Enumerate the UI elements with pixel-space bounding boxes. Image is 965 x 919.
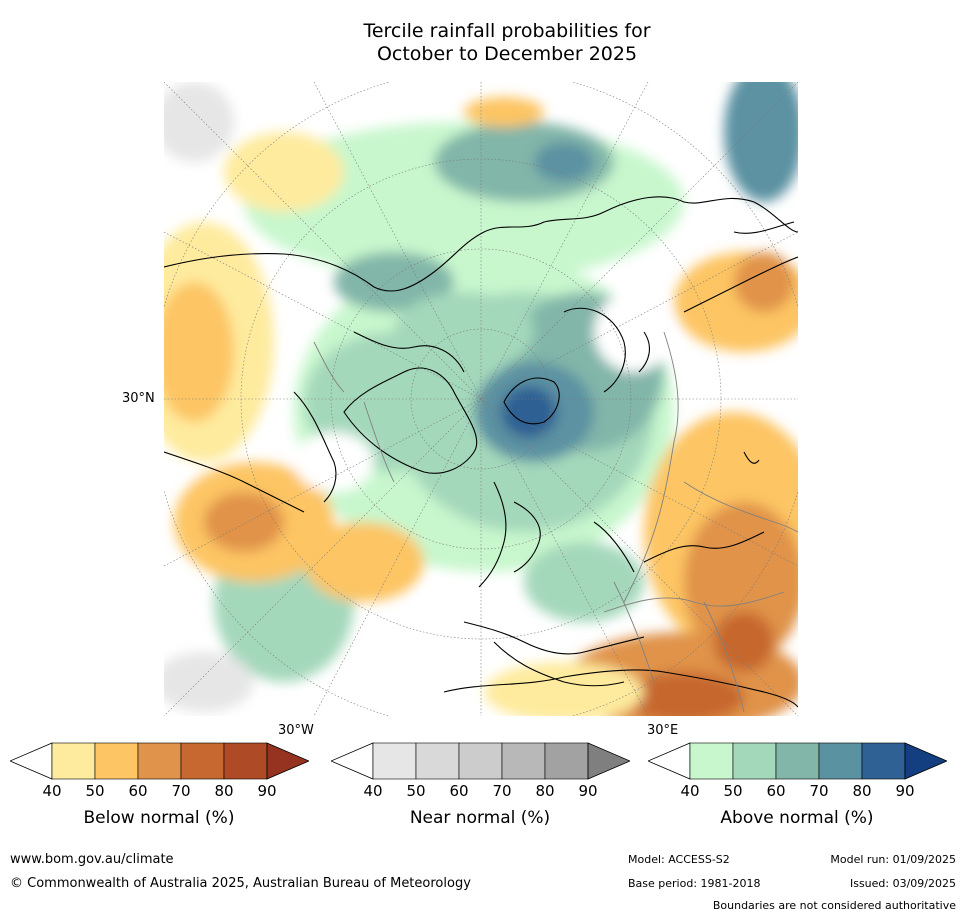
- near-normal-swatch-1: [372, 742, 417, 780]
- map-svg: [164, 82, 798, 716]
- below-normal-tick-label: 90: [257, 782, 277, 800]
- latitude-label-30n: 30°N: [122, 391, 155, 406]
- below-normal-swatch-2: [94, 742, 139, 780]
- website-link[interactable]: www.bom.gov.au/climate: [10, 852, 174, 867]
- below-normal-label: Below normal (%): [83, 808, 235, 828]
- near-normal-colorbar-svg: [331, 742, 630, 780]
- near-normal-overflow-swatch: [587, 742, 630, 780]
- above-normal-swatch-4: [818, 742, 863, 780]
- above-normal-tick-label: 50: [723, 782, 743, 800]
- below-normal-tick-label: 60: [128, 782, 148, 800]
- near-normal-tick-label: 60: [449, 782, 469, 800]
- near-normal-tick-label: 80: [535, 782, 555, 800]
- coastlines: [164, 196, 798, 708]
- near-normal-tick-label: 40: [363, 782, 383, 800]
- above-normal-colorbar: [648, 742, 947, 780]
- copyright-text: © Commonwealth of Australia 2025, Austra…: [10, 876, 471, 891]
- near-normal-swatch-4: [501, 742, 546, 780]
- above-normal-tick-label: 60: [766, 782, 786, 800]
- above-normal-swatch-5: [861, 742, 906, 780]
- above-normal-tick-label: 40: [680, 782, 700, 800]
- above-normal-swatch-2: [732, 742, 777, 780]
- below-normal-tick-label: 70: [171, 782, 191, 800]
- above-normal-underflow-swatch: [648, 742, 691, 780]
- below-normal-swatch-4: [180, 742, 225, 780]
- model-text: Model: ACCESS-S2: [628, 853, 730, 866]
- below-normal-colorbar: [10, 742, 309, 780]
- below-normal-swatch-1: [51, 742, 96, 780]
- issued-text: Issued: 03/09/2025: [849, 877, 956, 890]
- below-normal-underflow-swatch: [10, 742, 53, 780]
- near-normal-swatch-3: [458, 742, 503, 780]
- near-normal-swatch-2: [415, 742, 460, 780]
- base-period-text: Base period: 1981-2018: [628, 877, 761, 890]
- near-normal-underflow-swatch: [331, 742, 374, 780]
- above-normal-overflow-swatch: [904, 742, 947, 780]
- graticule: [164, 82, 798, 716]
- title-line-1: Tercile rainfall probabilities for: [363, 20, 651, 42]
- above-normal-tick-label: 90: [895, 782, 915, 800]
- longitude-label-30w: 30°W: [278, 723, 314, 738]
- above-normal-colorbar-svg: [648, 742, 947, 780]
- disclaimer-text: Boundaries are not considered authoritat…: [712, 899, 956, 912]
- above-normal-tick-label: 80: [852, 782, 872, 800]
- near-normal-tick-label: 50: [406, 782, 426, 800]
- below-normal-tick-label: 80: [214, 782, 234, 800]
- title-line-2: October to December 2025: [376, 43, 638, 65]
- above-normal-label: Above normal (%): [720, 808, 874, 828]
- below-normal-tick-label: 40: [42, 782, 62, 800]
- near-normal-label: Near normal (%): [409, 808, 551, 828]
- chart-title: Tercile rainfall probabilities for Octob…: [0, 20, 965, 66]
- below-normal-colorbar-svg: [10, 742, 309, 780]
- near-normal-tick-label: 70: [492, 782, 512, 800]
- above-normal-swatch-3: [775, 742, 820, 780]
- near-normal-tick-label: 90: [578, 782, 598, 800]
- above-normal-swatch-1: [689, 742, 734, 780]
- probability-map: [164, 82, 798, 716]
- below-normal-swatch-5: [223, 742, 268, 780]
- below-normal-overflow-swatch: [266, 742, 309, 780]
- longitude-label-30e: 30°E: [647, 723, 679, 738]
- probability-fields: [164, 82, 798, 716]
- below-normal-tick-label: 50: [85, 782, 105, 800]
- near-normal-swatch-5: [544, 742, 589, 780]
- near-normal-colorbar: [331, 742, 630, 780]
- below-normal-swatch-3: [137, 742, 182, 780]
- borders: [313, 331, 798, 713]
- above-normal-tick-label: 70: [809, 782, 829, 800]
- model-run-text: Model run: 01/09/2025: [830, 853, 956, 866]
